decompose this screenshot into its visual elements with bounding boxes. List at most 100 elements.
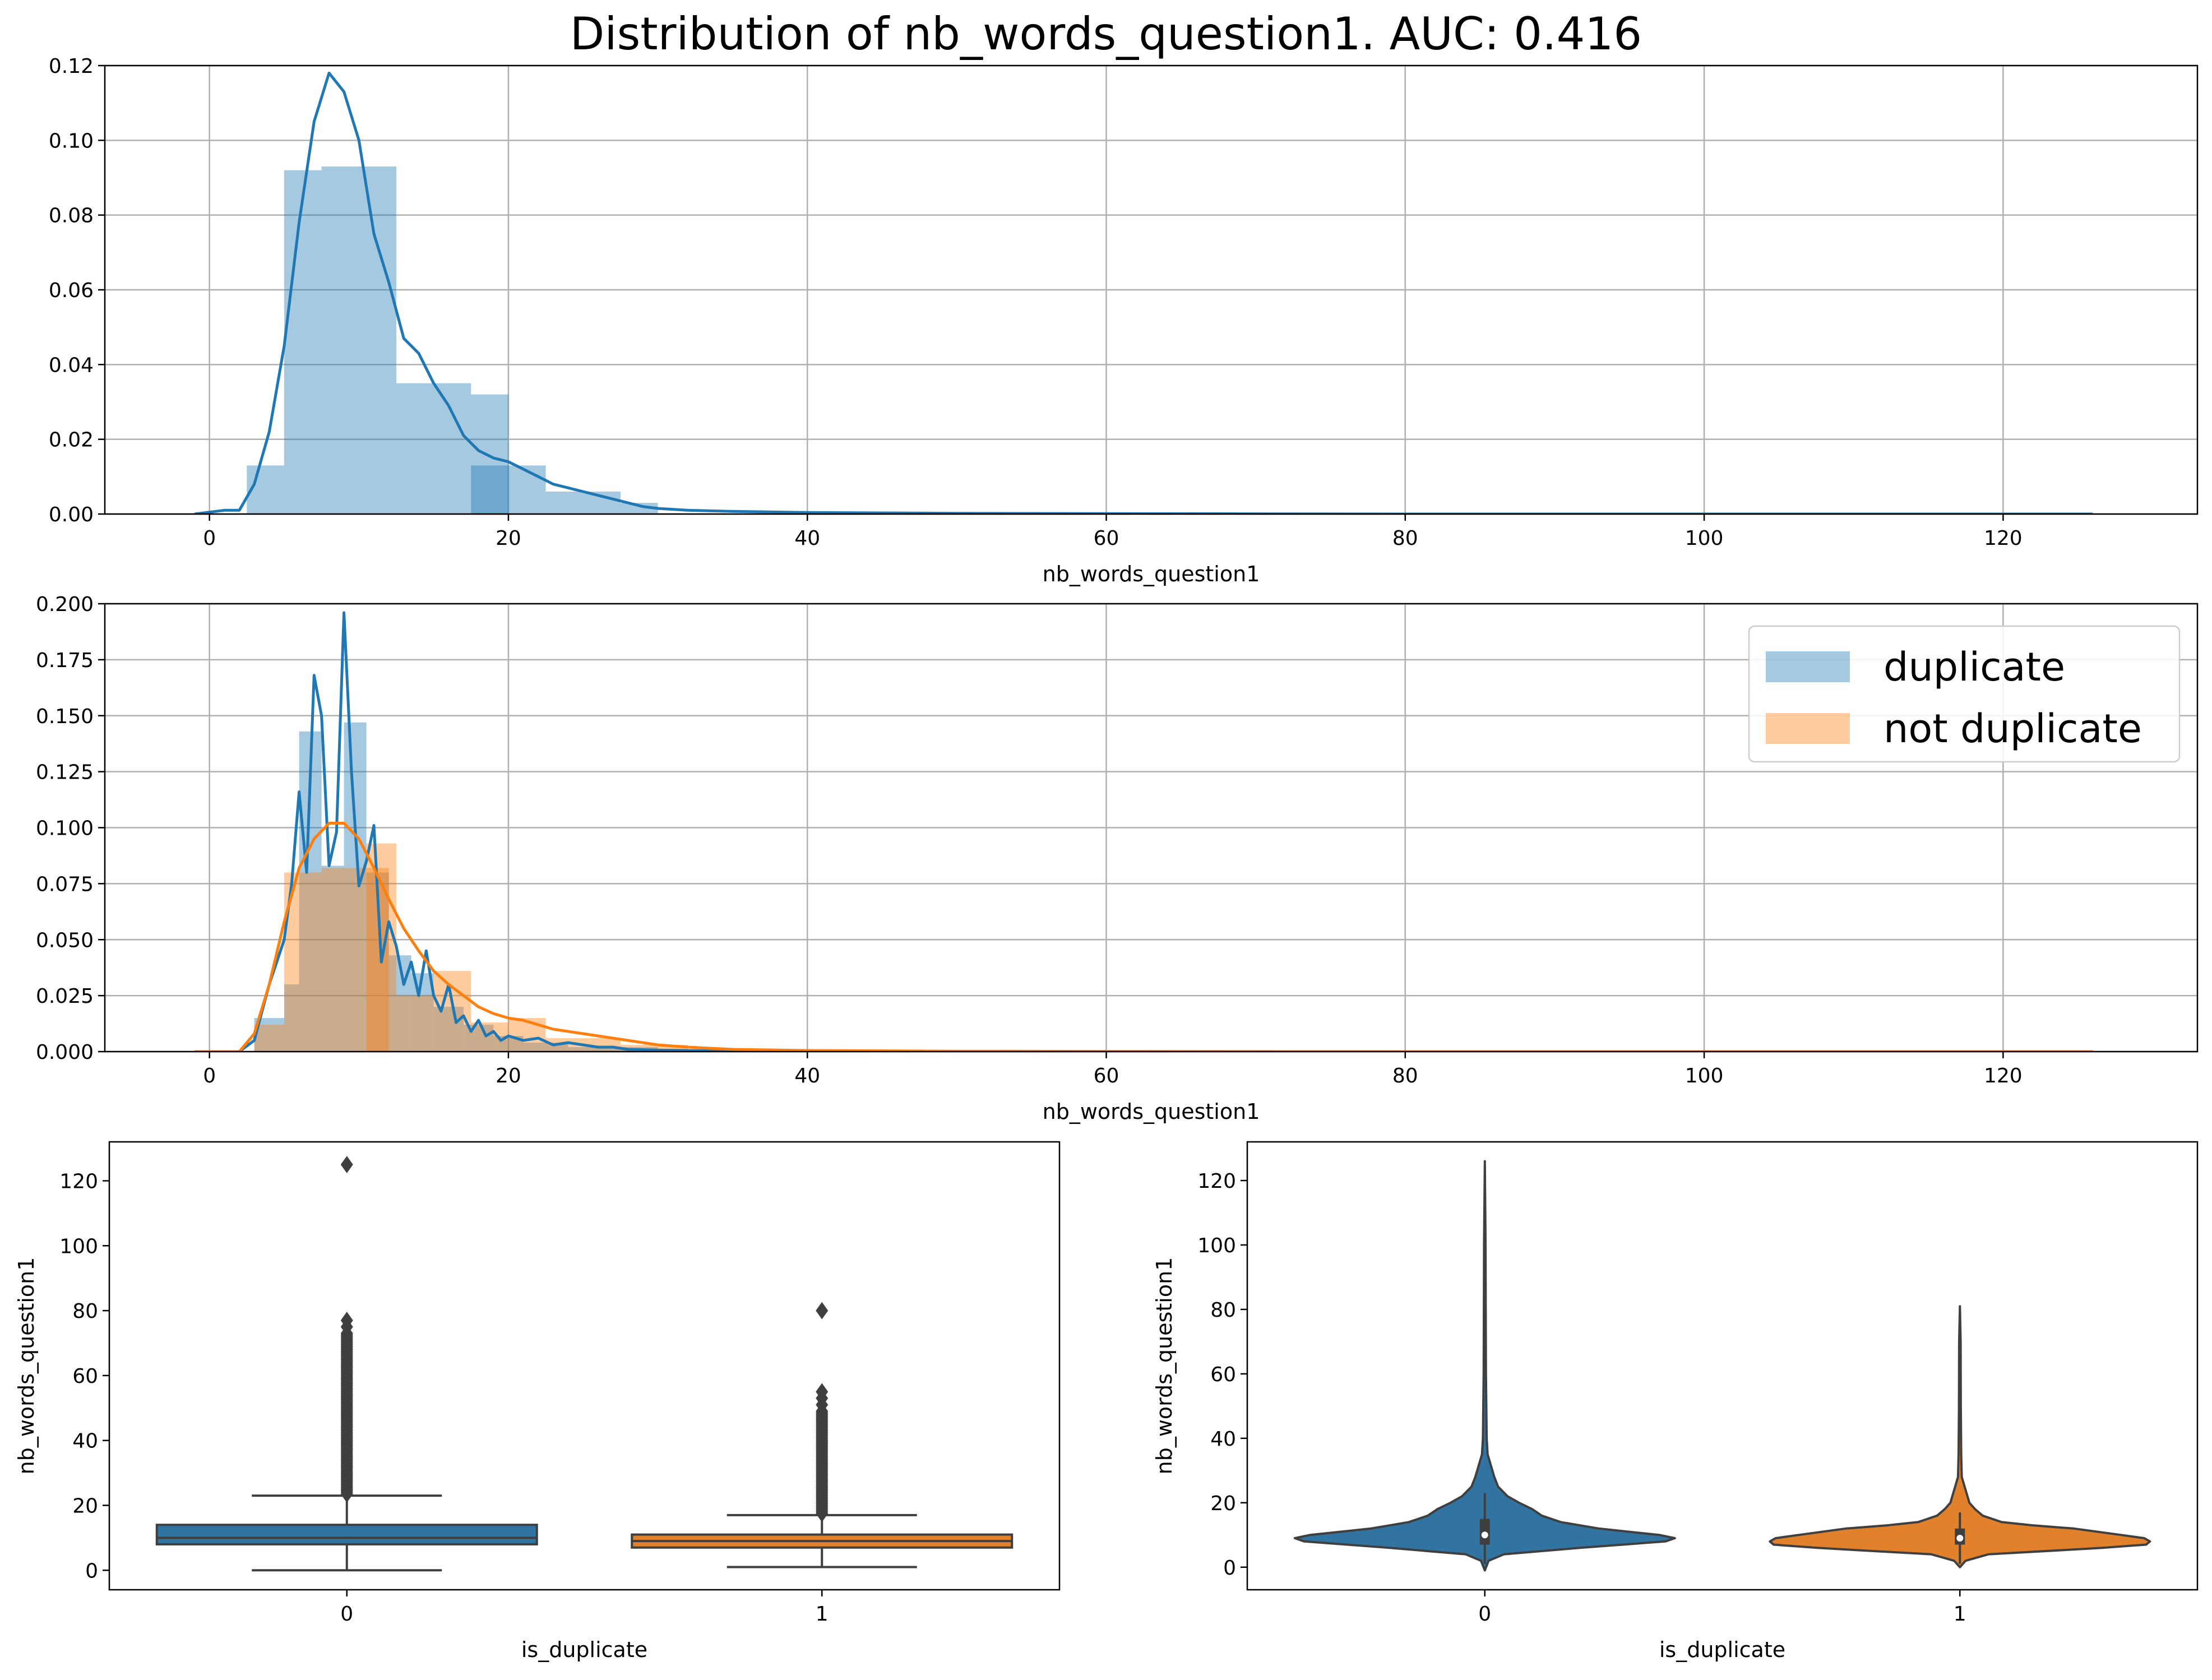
y-tick-label: 0.050 xyxy=(36,929,94,952)
x-axis-label: nb_words_question1 xyxy=(1043,562,1260,586)
violin-panel: 0 20 40 60 80 100 120 0 1 is_duplicate nb_words_qu… xyxy=(1152,1141,2199,1662)
histogram-bar xyxy=(284,170,322,514)
histogram-bar-not-duplicate xyxy=(396,996,434,1052)
x-tick-label: 80 xyxy=(1392,1065,1418,1087)
outlier-point xyxy=(816,1383,829,1401)
y-tick-label: 20 xyxy=(1210,1492,1236,1515)
axes-frame xyxy=(104,603,2199,1053)
x-tick-label: 20 xyxy=(496,527,521,550)
y-tick-label: 60 xyxy=(1210,1363,1236,1386)
histogram-bar xyxy=(471,394,508,514)
y-tick-label: 20 xyxy=(72,1494,98,1517)
y-axis-label: nb_words_question1 xyxy=(14,1257,39,1475)
y-tick-label: 0.125 xyxy=(36,761,94,784)
y-tick-label: 0.06 xyxy=(49,279,94,302)
histogram-bar-duplicate xyxy=(321,866,344,1052)
y-tick-label: 0 xyxy=(1223,1557,1236,1580)
figure-title: Distribution of nb_words_question1. AUC:… xyxy=(570,8,1642,60)
histogram-bar-not-duplicate xyxy=(254,1025,284,1052)
y-tick-label: 0.10 xyxy=(49,129,94,152)
y-tick-label: 0.02 xyxy=(49,429,94,452)
x-tick-label: 80 xyxy=(1392,527,1418,550)
axes-frame xyxy=(104,64,2199,515)
y-tick-label: 0.00 xyxy=(49,503,94,526)
y-tick-label: 0.04 xyxy=(49,354,94,377)
plot-area xyxy=(194,71,2093,514)
histogram-bar-not-duplicate xyxy=(471,1022,508,1052)
histogram-bar-duplicate xyxy=(411,973,434,1052)
y-tick-label: 0.000 xyxy=(36,1041,94,1064)
boxplot-panel: 0 20 40 60 80 100 120 0 1 is_duplicate nb_words_qu… xyxy=(14,1141,1061,1662)
y-tick-label: 40 xyxy=(72,1430,98,1453)
x-tick-label: 20 xyxy=(496,1065,521,1087)
legend: duplicate not duplicate xyxy=(1748,625,2181,763)
legend-swatch xyxy=(1766,651,1850,682)
outlier-point xyxy=(340,1312,353,1329)
histogram-bar-duplicate xyxy=(433,1007,464,1052)
x-tick-label: 0 xyxy=(1478,1603,1491,1626)
outlier-point-max xyxy=(816,1302,829,1320)
x-tick-label: 40 xyxy=(794,527,820,550)
x-tick-label: 100 xyxy=(1685,1065,1724,1087)
violin-0 xyxy=(1293,1160,1676,1572)
histogram-panel-by-class: 0 20 40 60 80 100 120 0.000 0.025 0.050 0.075 0.100… xyxy=(36,593,2199,1124)
x-tick-label: 0 xyxy=(203,1065,216,1087)
y-tick-label: 80 xyxy=(1210,1299,1236,1322)
histogram-bar xyxy=(471,465,546,514)
y-tick-label: 120 xyxy=(1197,1170,1236,1193)
axes-frame xyxy=(1246,1141,2199,1591)
y-tick-label: 100 xyxy=(1197,1234,1236,1257)
y-tick-label: 0.150 xyxy=(36,705,94,728)
histogram-bar-not-duplicate xyxy=(620,1045,688,1052)
histogram-bar xyxy=(247,465,284,514)
legend-label: not duplicate xyxy=(1884,706,2142,752)
histogram-bar xyxy=(396,383,471,514)
y-tick-label: 100 xyxy=(59,1235,98,1258)
histogram-bar-duplicate xyxy=(344,722,367,1052)
x-tick-label: 1 xyxy=(816,1603,829,1626)
histogram-bar-not-duplicate xyxy=(508,1018,546,1052)
legend-frame xyxy=(1748,625,2181,763)
axes-frame xyxy=(108,1141,1061,1591)
y-tick-label: 0.075 xyxy=(36,873,94,896)
legend-swatch xyxy=(1766,713,1850,744)
y-tick-label: 0.08 xyxy=(49,205,94,228)
x-tick-label: 100 xyxy=(1685,527,1724,550)
y-tick-label: 0.175 xyxy=(36,649,94,672)
y-tick-label: 40 xyxy=(1210,1428,1236,1451)
x-axis-label: is_duplicate xyxy=(1659,1637,1785,1662)
box-0 xyxy=(155,1156,538,1572)
y-tick-label: 0.200 xyxy=(36,593,94,616)
x-tick-label: 120 xyxy=(1984,527,2023,550)
histogram-bar xyxy=(620,503,658,514)
histogram-bar xyxy=(545,492,621,514)
y-tick-label: 120 xyxy=(59,1170,98,1193)
kde-line-duplicate xyxy=(238,611,2093,1052)
x-axis-label: nb_words_question1 xyxy=(1043,1099,1260,1124)
x-tick-label: 60 xyxy=(1094,1065,1119,1087)
kde-line-not-duplicate xyxy=(195,822,2093,1052)
histogram-bar-duplicate xyxy=(284,984,299,1052)
histogram-bar xyxy=(321,166,396,514)
kde-line xyxy=(194,71,2093,514)
x-tick-label: 0 xyxy=(203,527,216,550)
x-tick-label: 1 xyxy=(1954,1603,1966,1626)
x-tick-label: 0 xyxy=(340,1603,353,1626)
x-axis-label: is_duplicate xyxy=(521,1637,647,1662)
histogram-bar-not-duplicate xyxy=(433,971,471,1052)
box-body xyxy=(155,1524,538,1545)
x-tick-label: 60 xyxy=(1094,527,1119,550)
y-axis-label: nb_words_question1 xyxy=(1152,1257,1177,1475)
y-tick-label: 0.025 xyxy=(36,985,94,1008)
x-tick-label: 40 xyxy=(794,1065,820,1087)
histogram-panel-all: 0 20 40 60 80 100 120 0.00 0.02 0.04 0.06 0.08 0.10 0… xyxy=(49,55,2199,586)
violin-body xyxy=(1293,1160,1676,1572)
y-tick-label: 0.100 xyxy=(36,817,94,840)
y-tick-label: 60 xyxy=(72,1365,98,1388)
violin-median-dot xyxy=(1956,1535,1964,1542)
violin-1 xyxy=(1769,1305,2151,1568)
y-tick-label: 80 xyxy=(72,1300,98,1323)
x-tick-label: 120 xyxy=(1984,1065,2023,1087)
